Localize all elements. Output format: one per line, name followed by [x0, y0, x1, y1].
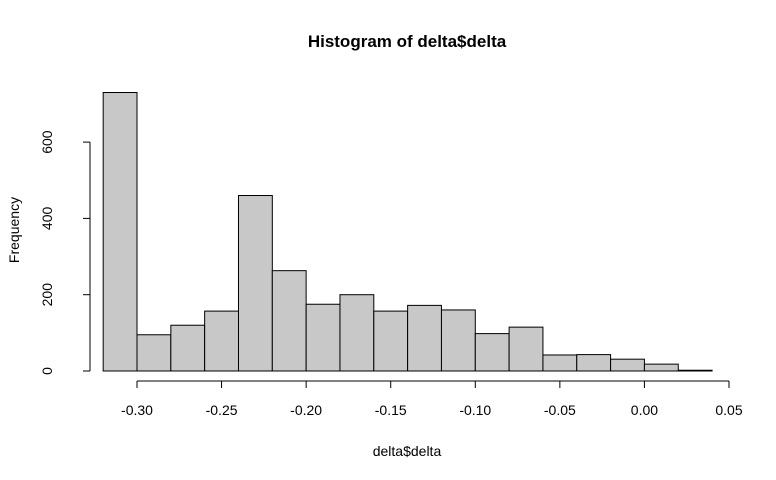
histogram-bar-11 — [440, 309, 476, 372]
y-tick-label: 400 — [39, 207, 55, 231]
histogram-bar-13 — [508, 326, 544, 372]
histogram-bar-17 — [643, 363, 679, 372]
histogram-bar-2 — [136, 334, 172, 372]
histogram-bar-18 — [677, 369, 713, 372]
x-tick-label: -0.15 — [375, 402, 407, 418]
x-tick-label: -0.05 — [544, 402, 576, 418]
histogram-bar-8 — [339, 294, 375, 372]
x-axis: -0.30 -0.25 -0.20 -0.15 -0.10 -0.05 0.00 0.05 — [121, 380, 743, 418]
histogram-bar-5 — [237, 195, 273, 372]
y-tick-label: 600 — [39, 130, 55, 154]
y-axis: 0 200 400 600 — [39, 130, 91, 375]
chart-title: Histogram of delta$delta — [308, 32, 507, 51]
histogram-bar-4 — [204, 310, 239, 372]
histogram-bar-9 — [373, 310, 409, 372]
x-axis-label: delta$delta — [373, 443, 442, 459]
y-tick-label: 200 — [39, 283, 55, 307]
histogram-bar-7 — [305, 303, 341, 372]
histogram-bar-3 — [170, 324, 206, 372]
histogram-bar-15 — [576, 354, 612, 372]
x-tick-label: 0.05 — [715, 402, 742, 418]
histogram-bars — [102, 92, 713, 372]
x-tick-label: -0.25 — [206, 402, 238, 418]
histogram-bar-14 — [542, 354, 578, 372]
histogram-bar-6 — [271, 270, 307, 372]
histogram-bar-16 — [610, 358, 645, 372]
histogram-bar-1 — [102, 92, 138, 372]
histogram-bar-10 — [407, 304, 442, 372]
y-axis-label: Frequency — [6, 197, 22, 263]
y-tick-label: 0 — [39, 367, 55, 375]
histogram-bar-12 — [474, 333, 510, 372]
x-tick-label: -0.30 — [121, 402, 153, 418]
x-tick-label: -0.10 — [459, 402, 491, 418]
x-tick-label: -0.20 — [290, 402, 322, 418]
x-tick-label: 0.00 — [631, 402, 658, 418]
